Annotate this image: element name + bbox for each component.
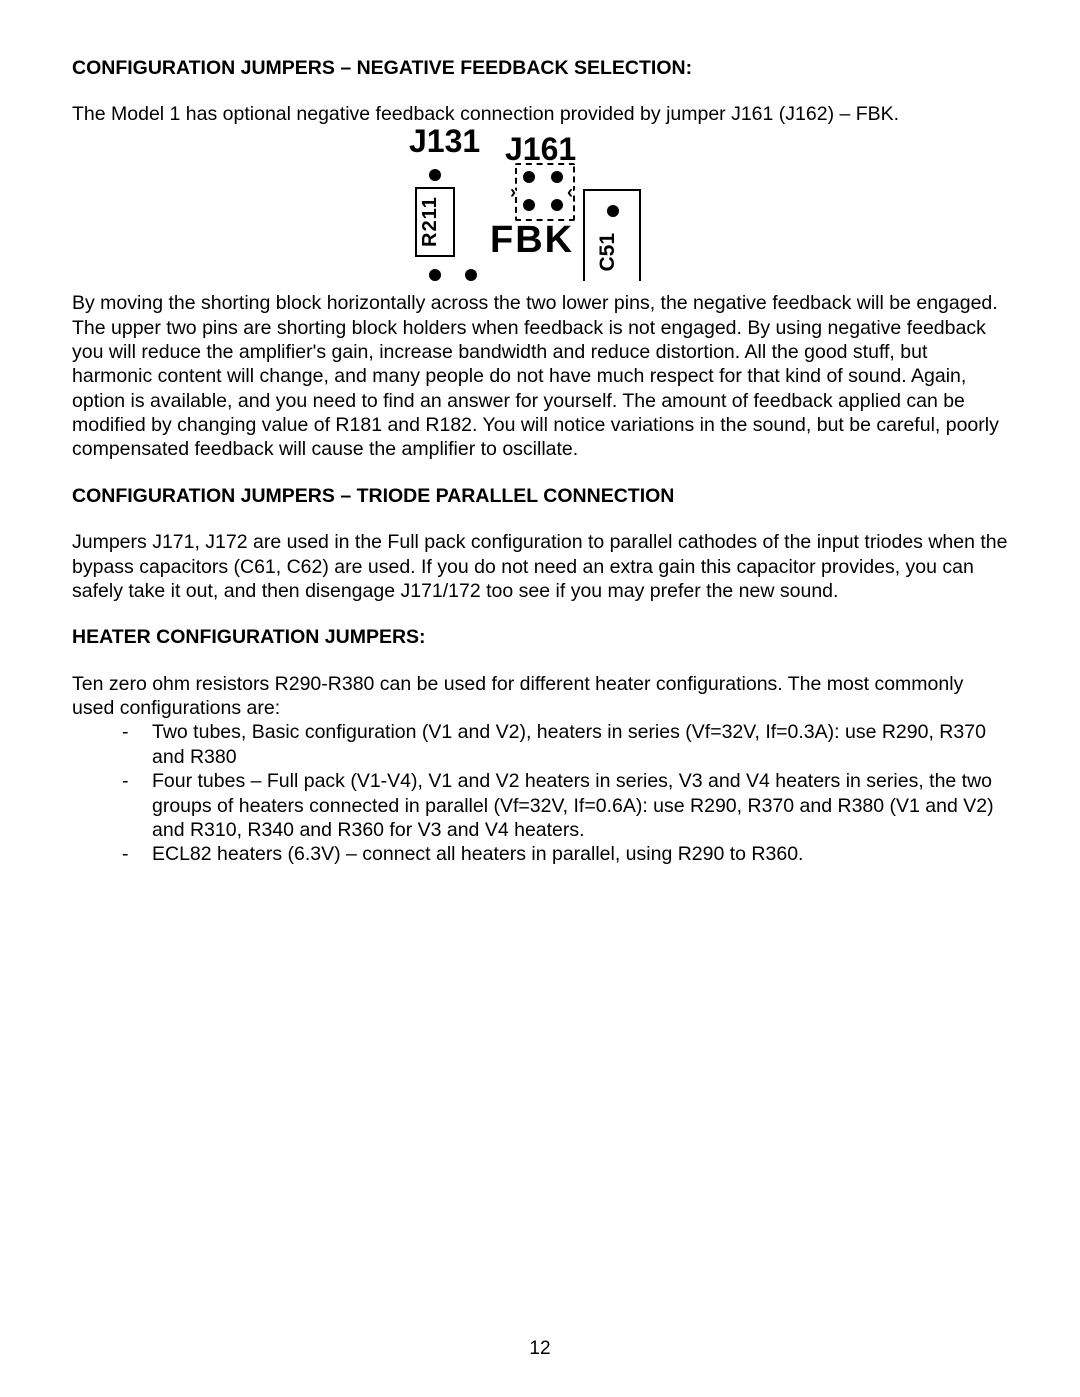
label-r211: R211: [418, 189, 452, 255]
heater-list: Two tubes, Basic configuration (V1 and V…: [72, 720, 1008, 866]
jumper-figure: J131 J161 FBK R211 C51 › ‹: [395, 127, 685, 285]
fbk-dash-top: [515, 163, 575, 191]
pin-bottom-1: [429, 269, 441, 281]
section-heading-nfb: CONFIGURATION JUMPERS – NEGATIVE FEEDBAC…: [72, 56, 1008, 80]
tick-right: ‹: [567, 181, 573, 204]
label-c51: C51: [595, 233, 621, 272]
pin-c51: [607, 205, 619, 217]
pin-bottom-2: [465, 269, 477, 281]
label-j131: J131: [409, 121, 480, 161]
label-fbk: FBK: [490, 217, 574, 265]
list-item: Two tubes, Basic configuration (V1 and V…: [122, 720, 1008, 769]
tick-left: ›: [510, 181, 516, 204]
fbk-dash-bottom: [515, 193, 575, 221]
nfb-intro: The Model 1 has optional negative feedba…: [72, 102, 1008, 126]
list-item: ECL82 heaters (6.3V) – connect all heate…: [122, 842, 1008, 866]
pin-j131: [429, 169, 441, 181]
section-heading-heater: HEATER CONFIGURATION JUMPERS:: [72, 625, 1008, 649]
triode-body: Jumpers J171, J172 are used in the Full …: [72, 530, 1008, 603]
nfb-body: By moving the shorting block horizontall…: [72, 291, 1008, 462]
jumper-figure-wrap: J131 J161 FBK R211 C51 › ‹: [72, 127, 1008, 291]
heater-intro: Ten zero ohm resistors R290-R380 can be …: [72, 672, 1008, 721]
section-heading-triode: CONFIGURATION JUMPERS – TRIODE PARALLEL …: [72, 484, 1008, 508]
page-number: 12: [0, 1337, 1080, 1361]
list-item: Four tubes – Full pack (V1-V4), V1 and V…: [122, 769, 1008, 842]
